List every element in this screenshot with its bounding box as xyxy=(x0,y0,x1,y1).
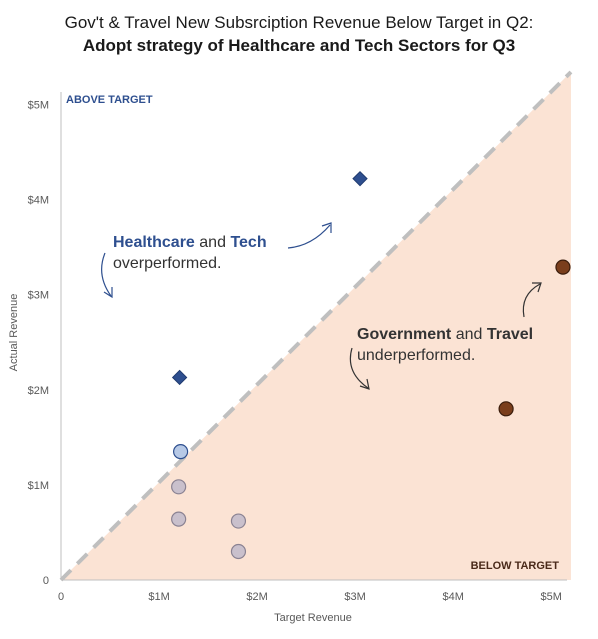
overperformed-annotation: Healthcare and Tech overperformed. xyxy=(113,232,267,274)
and-label: and xyxy=(199,234,226,251)
data-point-circle xyxy=(171,479,187,495)
arrow-head-icon xyxy=(532,282,542,293)
data-point-diamond xyxy=(352,170,368,187)
above-target-label: ABOVE TARGET xyxy=(66,94,153,106)
y-tick-label: $2M xyxy=(28,385,49,397)
government-label: Government xyxy=(357,326,452,343)
travel-label: Travel xyxy=(486,326,534,343)
x-axis-title: Target Revenue xyxy=(274,612,352,624)
arrow-to-government-icon xyxy=(349,347,369,389)
y-axis-title: Actual Revenue xyxy=(8,294,20,372)
arrow-head-icon xyxy=(103,287,113,299)
tech-label: Tech xyxy=(230,234,267,251)
data-point-diamond xyxy=(171,369,188,386)
x-tick-label: $4M xyxy=(442,591,463,603)
x-tick-label: $2M xyxy=(246,591,267,603)
x-tick-label: $3M xyxy=(344,591,365,603)
x-tick-label: $1M xyxy=(148,591,169,603)
below-target-label: BELOW TARGET xyxy=(471,560,560,572)
y-tick-label: 0 xyxy=(43,575,49,587)
data-point-circle xyxy=(173,444,189,460)
y-tick-label: $5M xyxy=(28,100,49,112)
chart-title: Gov't & Travel New Subsrciption Revenue … xyxy=(64,13,534,32)
data-point-circle xyxy=(171,511,187,527)
y-tick-label: $4M xyxy=(28,195,49,207)
data-point-circle xyxy=(230,543,247,560)
target-reference-line xyxy=(59,70,573,582)
chart-subtitle: Adopt strategy of Healthcare and Tech Se… xyxy=(82,36,516,55)
arrow-to-tech-icon xyxy=(287,224,331,249)
data-point-circle xyxy=(555,259,571,275)
underperformed-label: underperformed. xyxy=(357,347,476,364)
y-tick-label: $1M xyxy=(28,480,49,492)
arrow-to-healthcare-icon xyxy=(101,252,112,297)
arrow-head-icon xyxy=(321,222,332,233)
arrow-head-icon xyxy=(359,378,370,390)
and-label: and xyxy=(455,326,483,343)
overperformed-label: overperformed. xyxy=(113,255,222,272)
data-point-circle xyxy=(498,401,514,417)
arrow-to-travel-icon xyxy=(522,283,541,318)
x-tick-label: $5M xyxy=(540,591,561,603)
healthcare-label: Healthcare xyxy=(113,234,195,251)
x-tick-label: 0 xyxy=(58,591,64,603)
data-point-circle xyxy=(230,513,247,529)
y-tick-label: $3M xyxy=(28,290,49,302)
underperformed-annotation: Government and Travel underperformed. xyxy=(357,324,533,366)
